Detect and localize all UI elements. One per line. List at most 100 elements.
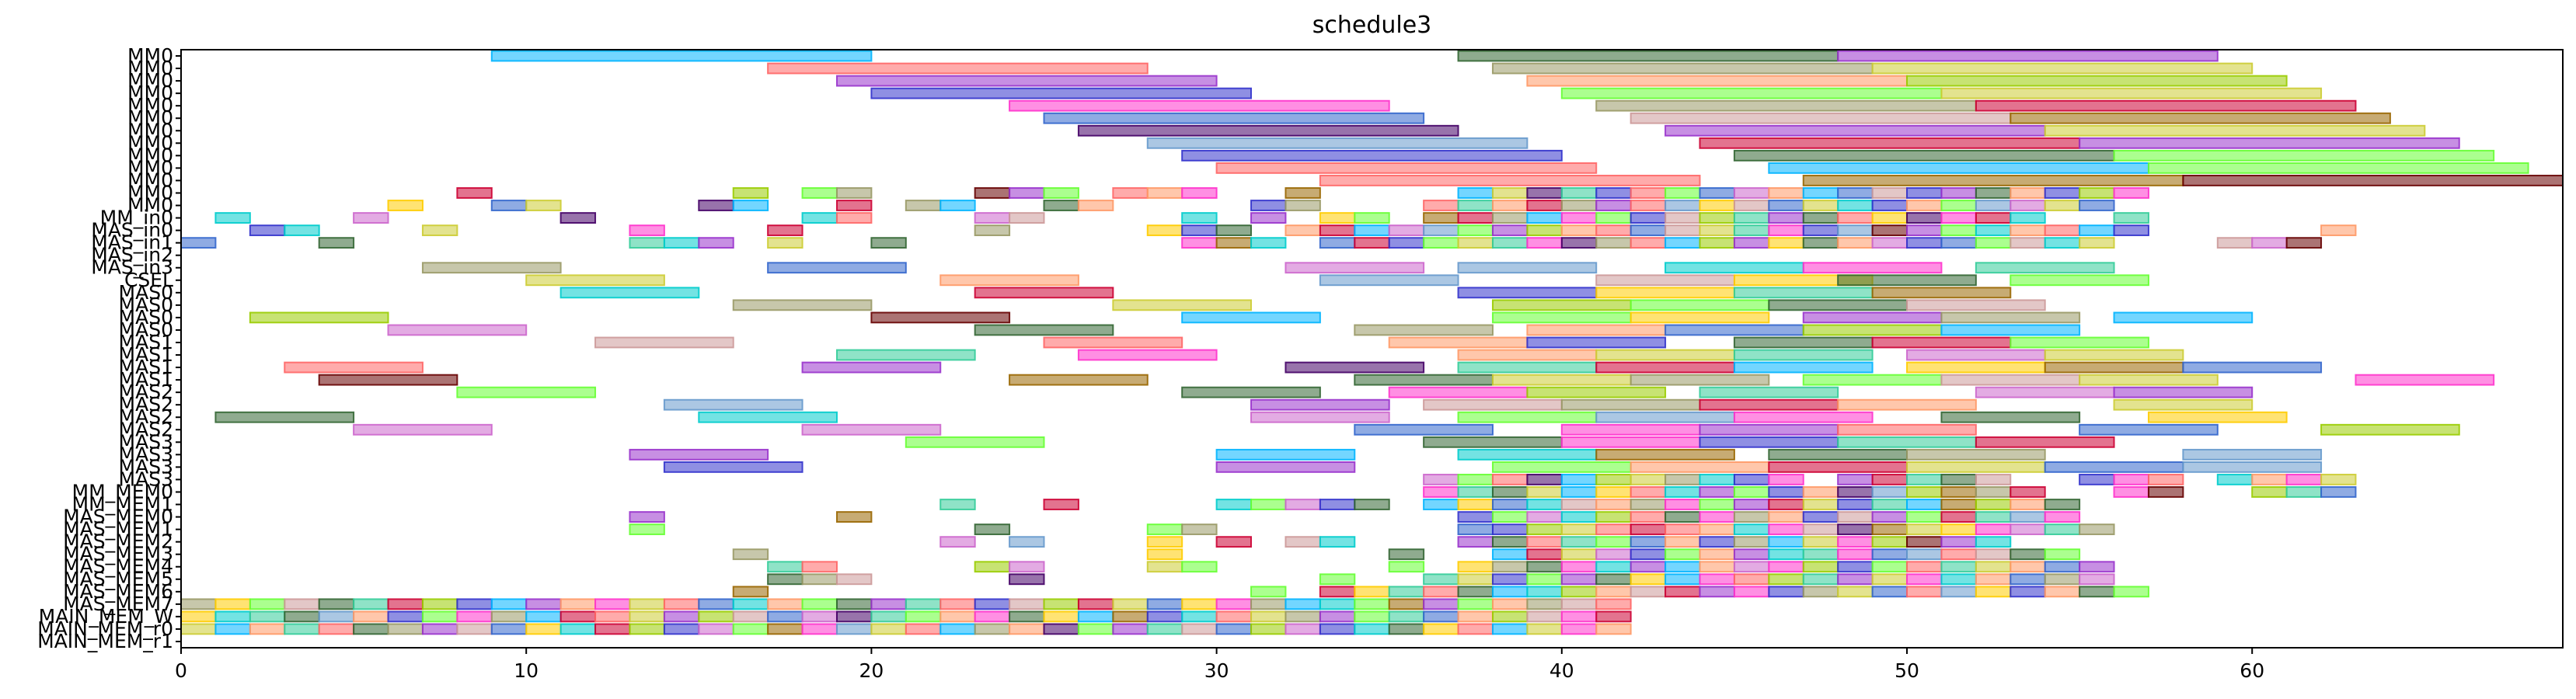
task-bar — [663, 598, 700, 610]
task-bar — [1250, 411, 1390, 423]
task-bar — [1112, 610, 1149, 623]
task-bar — [629, 623, 665, 635]
task-bar — [1354, 598, 1390, 610]
task-bar — [421, 598, 458, 610]
task-bar — [1837, 200, 1874, 211]
y-tick-label: MM0 — [127, 144, 173, 166]
task-bar — [1595, 187, 1632, 199]
task-bar — [1871, 336, 2012, 349]
task-bar — [1802, 561, 1839, 573]
task-bar — [1975, 187, 2012, 199]
task-bar — [1837, 474, 1874, 485]
task-bar — [1664, 324, 1804, 336]
task-bar — [1595, 200, 1632, 211]
y-tick-label: MM0 — [127, 119, 173, 141]
chart-title: schedule3 — [1312, 12, 1432, 39]
task-bar — [1491, 586, 1529, 598]
task-bar — [1491, 474, 1529, 485]
task-bar — [1285, 536, 1321, 548]
task-bar — [1423, 436, 1563, 448]
task-bar — [1595, 499, 1632, 510]
task-bar — [663, 623, 700, 635]
task-bar — [870, 311, 1011, 324]
y-tick-label: MAS1 — [119, 356, 173, 378]
task-bar — [1975, 99, 2357, 112]
task-bar — [1423, 623, 1459, 635]
y-tick-label: MAS0 — [119, 281, 173, 304]
task-bar — [905, 623, 942, 635]
task-bar — [1802, 311, 1943, 324]
task-bar — [1837, 573, 1874, 586]
task-bar — [353, 623, 389, 635]
task-bar — [1940, 311, 2081, 324]
task-bar — [1733, 561, 1770, 573]
y-tick-label: MAS_in3 — [91, 256, 173, 279]
task-bar — [1077, 349, 1218, 361]
task-bar — [1560, 237, 1598, 249]
task-bar — [974, 224, 1011, 237]
task-bar — [1940, 511, 1977, 523]
task-bar — [1837, 212, 1874, 224]
task-bar — [1077, 200, 1114, 211]
task-bar — [974, 610, 1011, 623]
task-bar — [1043, 610, 1079, 623]
task-bar — [1457, 349, 1598, 361]
task-bar — [1595, 586, 1632, 598]
task-bar — [698, 237, 734, 249]
task-bar — [318, 623, 355, 635]
task-bar — [2113, 398, 2254, 411]
task-bar — [1768, 448, 1908, 461]
task-bar — [1388, 548, 1425, 561]
task-bar — [1871, 536, 1908, 548]
task-bar — [629, 523, 665, 536]
task-bar — [249, 598, 286, 610]
task-bar — [249, 311, 389, 324]
task-bar — [2147, 474, 2184, 485]
task-bar — [1837, 523, 1874, 536]
task-bar — [1595, 548, 1632, 561]
task-bar — [1975, 486, 2012, 498]
task-bar — [1354, 623, 1390, 635]
task-bar — [1802, 175, 2184, 186]
task-bar — [1906, 212, 1943, 224]
task-bar — [1975, 511, 2012, 523]
task-bar — [1526, 598, 1563, 610]
task-bar — [1802, 187, 1839, 199]
task-bar — [1250, 200, 1287, 211]
task-bar — [1146, 623, 1183, 635]
task-bar — [180, 623, 217, 635]
y-tick-label: MM_MEM1 — [72, 493, 173, 516]
task-bar — [353, 423, 493, 436]
task-bar — [1733, 548, 1770, 561]
task-bar — [284, 610, 320, 623]
task-bar — [1975, 499, 2012, 510]
task-bar — [1181, 561, 1218, 573]
task-bar — [698, 623, 734, 635]
task-bar — [1560, 548, 1598, 561]
task-bar — [1526, 499, 1563, 510]
task-bar — [1630, 573, 1667, 586]
task-bar — [1940, 187, 1977, 199]
task-bar — [2251, 486, 2288, 498]
task-bar — [2079, 137, 2460, 149]
y-tick-label: CSEL — [124, 269, 173, 291]
task-bar — [1250, 610, 1287, 623]
task-bar — [1975, 237, 2012, 249]
task-bar — [835, 598, 873, 610]
task-bar — [1491, 511, 1529, 523]
task-bar — [1181, 523, 1218, 536]
task-bar — [1181, 237, 1218, 249]
task-bar — [1699, 474, 1735, 485]
task-bar — [2320, 224, 2357, 237]
task-bar — [2285, 474, 2323, 485]
task-bar — [2320, 486, 2357, 498]
task-bar — [1526, 561, 1563, 573]
y-tick-label: MM0 — [127, 94, 173, 116]
task-bar — [1871, 200, 1908, 211]
task-bar — [1595, 99, 1977, 112]
task-bar — [559, 287, 700, 299]
task-bar — [1560, 561, 1598, 573]
task-bar — [1319, 586, 1356, 598]
task-bar — [1906, 586, 1943, 598]
task-bar — [1457, 511, 1494, 523]
